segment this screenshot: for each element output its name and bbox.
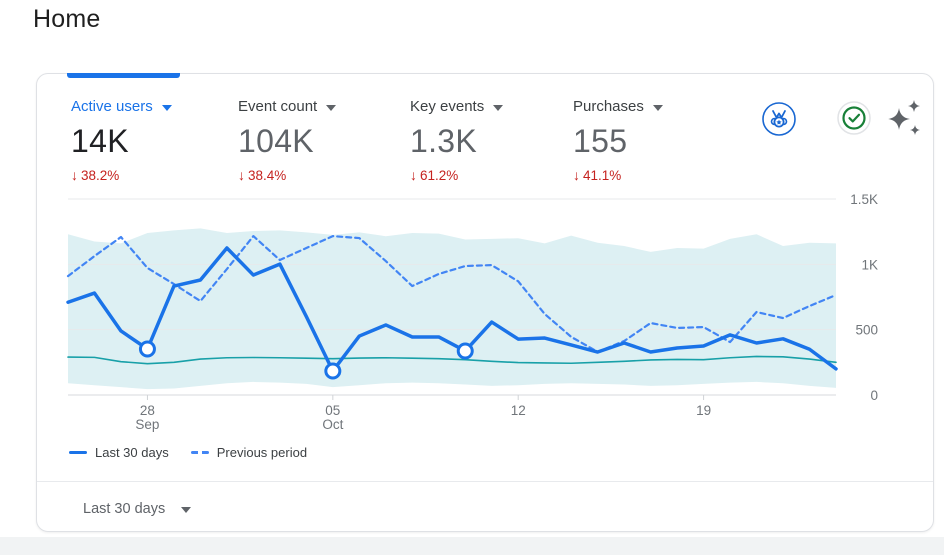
x-axis-label: 19 (696, 403, 711, 418)
x-axis-sublabel: Sep (135, 417, 159, 432)
card-divider (37, 481, 933, 482)
chevron-down-icon (326, 104, 337, 111)
status-check-button[interactable] (837, 101, 871, 135)
metric-value: 14K (71, 123, 129, 159)
metric-value: 155 (573, 123, 628, 159)
check-circle-icon (837, 101, 871, 135)
metric-event-count[interactable]: Event count 104K ↓ 38.4% (238, 98, 337, 183)
date-range-selector[interactable]: Last 30 days (71, 495, 201, 523)
legend-label: Previous period (216, 445, 308, 460)
series-last-30-days (66, 246, 838, 373)
anomaly-marker (324, 362, 342, 380)
anomaly-marker (138, 340, 156, 358)
x-axis-label: 12 (511, 403, 526, 418)
sparkles-icon (888, 100, 920, 135)
trend-down-icon: ↓ (410, 167, 417, 183)
metric-active-users[interactable]: Active users 14K ↓ 38.2% (71, 98, 172, 183)
y-axis-label: 0 (870, 388, 878, 403)
typical-range-band (68, 228, 836, 390)
delta-value: 38.2% (81, 167, 120, 183)
y-axis-label: 500 (855, 323, 878, 338)
medal-icon (762, 102, 796, 136)
dashed-line-swatch-icon (190, 451, 209, 454)
metric-label: Active users (71, 98, 153, 115)
chevron-down-icon (493, 104, 504, 111)
x-axis-sublabel: Oct (322, 417, 343, 432)
y-axis-label: 1K (861, 257, 878, 272)
trend-down-icon: ↓ (71, 167, 78, 183)
x-axis-label: 05 (325, 403, 340, 418)
trend-down-icon: ↓ (573, 167, 580, 183)
legend-item-last-30-days: Last 30 days (69, 445, 169, 460)
x-axis-label: 28 (140, 403, 155, 418)
chevron-down-icon (181, 507, 192, 513)
chart-legend: Last 30 days Previous period (69, 445, 307, 460)
metric-delta: ↓ 41.1% (573, 167, 663, 183)
metric-label: Event count (238, 98, 318, 115)
insights-sparkles-button[interactable] (883, 96, 929, 142)
metric-label: Key events (410, 98, 485, 115)
series-previous-period (66, 235, 838, 353)
delta-value: 61.2% (420, 167, 459, 183)
delta-value: 38.4% (248, 167, 287, 183)
legend-label: Last 30 days (95, 445, 169, 460)
metric-value: 104K (238, 123, 314, 159)
metric-label: Purchases (573, 98, 644, 115)
metric-key-events[interactable]: Key events 1.3K ↓ 61.2% (410, 98, 504, 183)
page-title: Home (33, 5, 101, 33)
solid-line-swatch-icon (69, 451, 87, 454)
metric-delta: ↓ 61.2% (410, 167, 503, 183)
series-baseline (67, 355, 837, 365)
metric-purchases[interactable]: Purchases 155 ↓ 41.1% (573, 98, 663, 183)
metric-delta: ↓ 38.4% (238, 167, 336, 183)
chevron-down-icon (161, 104, 172, 111)
benchmarking-medal-button[interactable] (761, 101, 797, 137)
date-range-label: Last 30 days (83, 501, 166, 517)
legend-item-previous-period: Previous period (190, 445, 308, 460)
active-metric-tab-indicator (67, 73, 180, 78)
anomaly-marker (456, 342, 474, 360)
overview-card: Active users 14K ↓ 38.2% Event count 104… (36, 73, 934, 532)
metric-value: 1.3K (410, 123, 478, 159)
metric-delta: ↓ 38.2% (71, 167, 172, 183)
chevron-down-icon (652, 104, 663, 111)
trend-down-icon: ↓ (238, 167, 245, 183)
delta-value: 41.1% (583, 167, 622, 183)
page-bottom-strip (0, 537, 944, 555)
y-axis-label: 1.5K (850, 192, 878, 207)
